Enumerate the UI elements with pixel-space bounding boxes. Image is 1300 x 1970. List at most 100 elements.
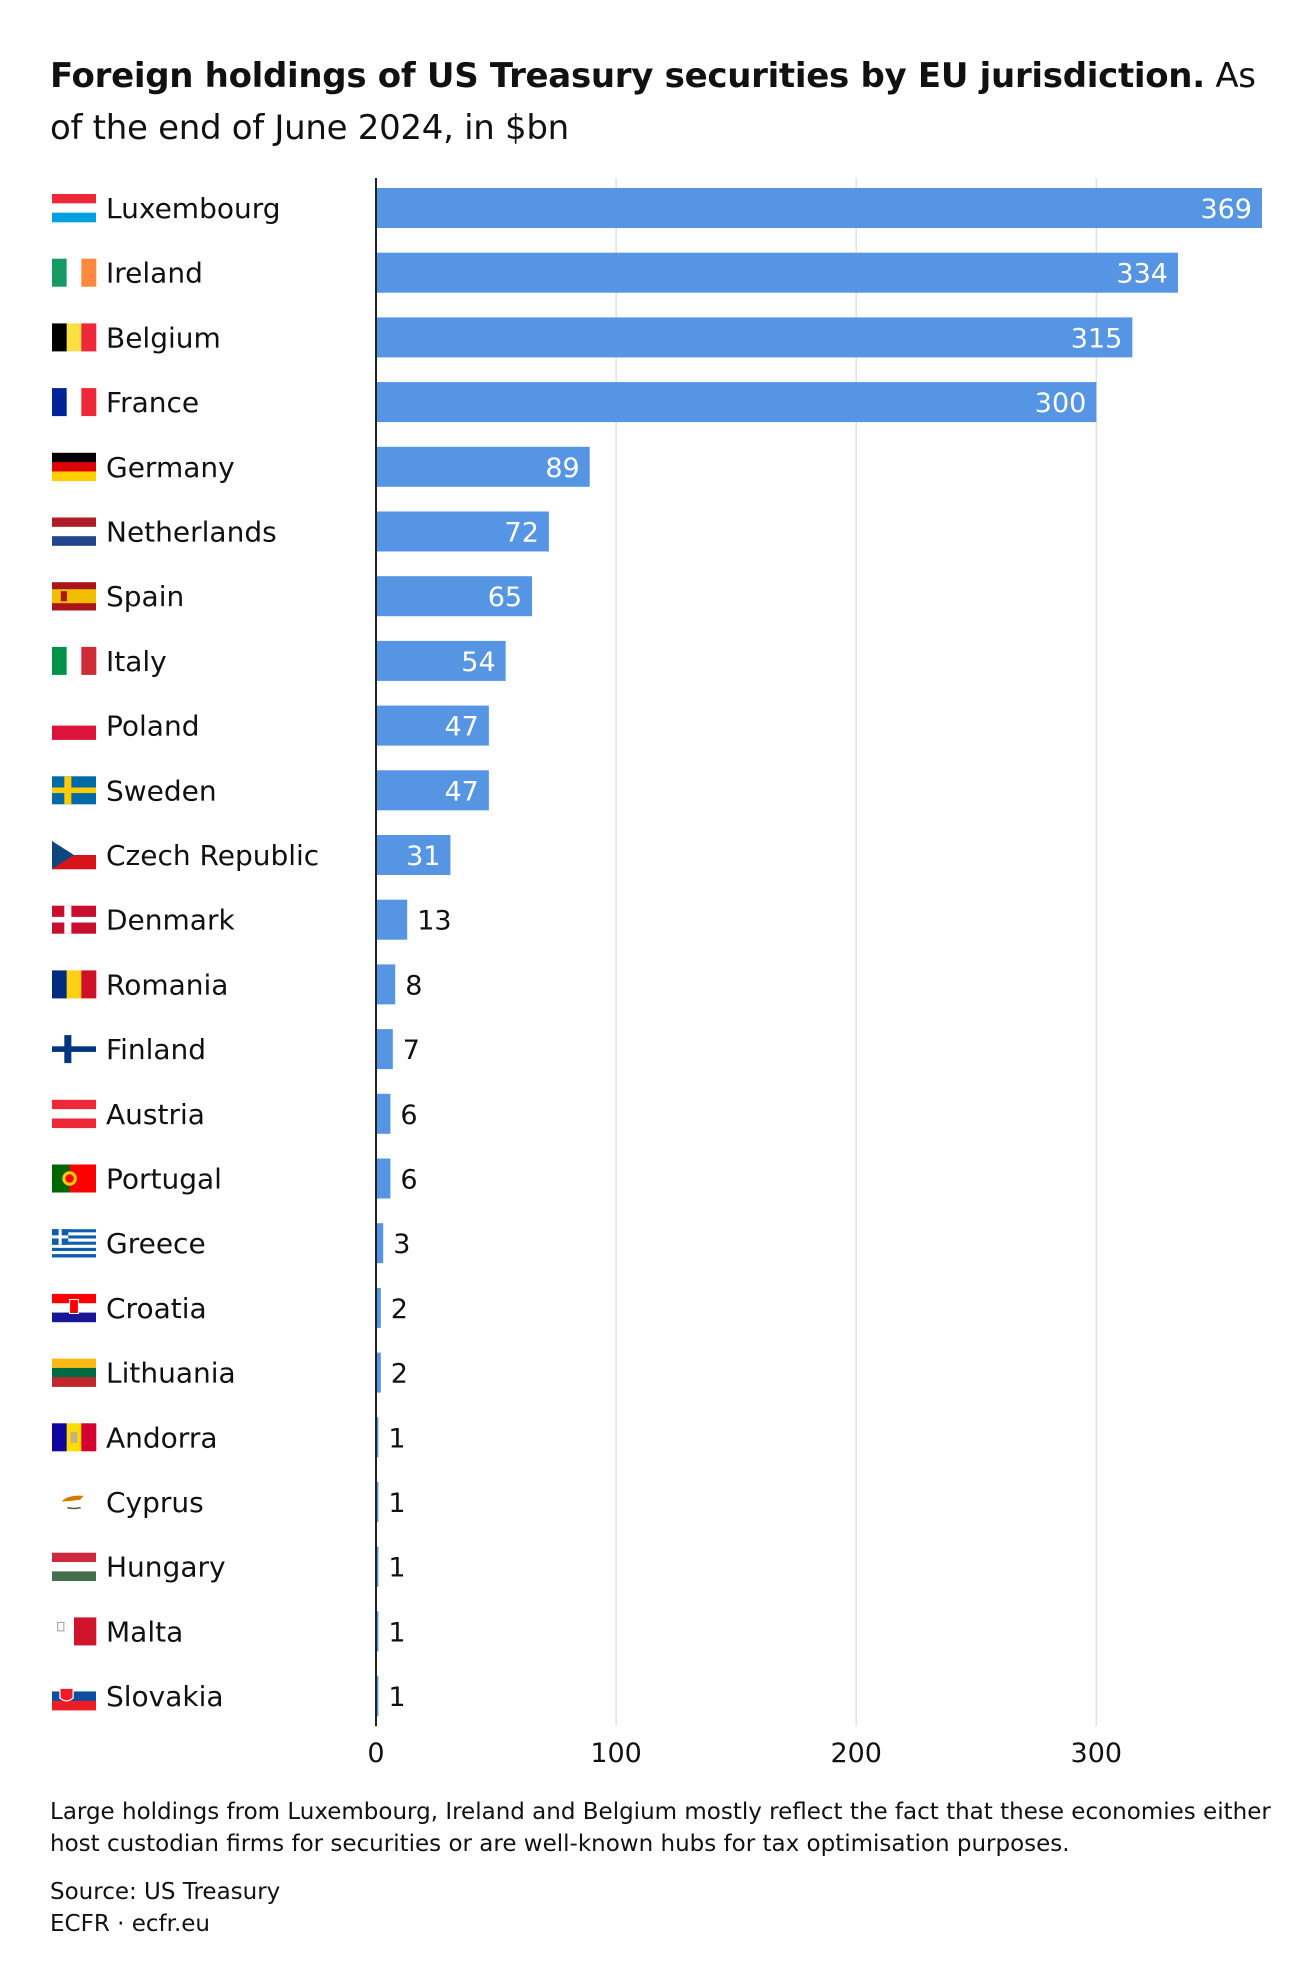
value-label: 3 [393, 1229, 410, 1260]
bar [376, 1029, 393, 1070]
chart-source: Source: US Treasury [50, 1879, 281, 1905]
category-label: Ireland [106, 257, 203, 290]
bar [376, 576, 533, 617]
category-label: Portugal [106, 1163, 222, 1196]
x-axis-ticks: 0 100 200 300 [367, 1738, 1122, 1769]
x-tick-label: 300 [1071, 1738, 1123, 1769]
category-label: Andorra [106, 1421, 218, 1454]
bar [376, 1223, 384, 1264]
bar [376, 1158, 391, 1199]
poland-flag-icon [52, 711, 96, 740]
category-label: Slovakia [106, 1680, 224, 1713]
chart-note: Large holdings from Luxembourg, Ireland … [50, 1799, 1271, 1857]
value-label: 1 [388, 1682, 405, 1713]
portugal-flag-icon [52, 1164, 96, 1193]
luxembourg-flag-icon [52, 194, 96, 223]
germany-flag-icon [52, 452, 96, 482]
lithuania-flag-icon [52, 1358, 96, 1387]
category-label: Greece [106, 1227, 206, 1260]
netherlands-flag-icon [52, 517, 96, 546]
value-label: 1 [388, 1423, 405, 1454]
value-label: 300 [1035, 388, 1087, 419]
bar [376, 1093, 391, 1134]
value-label: 1 [388, 1617, 405, 1648]
category-label: Croatia [106, 1292, 207, 1325]
bar [376, 1676, 379, 1717]
value-label: 8 [405, 970, 422, 1001]
bar [376, 770, 489, 811]
spain-flag-icon [52, 582, 96, 611]
denmark-flag-icon [52, 905, 96, 934]
category-label: Austria [106, 1098, 205, 1131]
bars [376, 188, 1262, 1717]
chart-credit: ECFR · ecfr.eu [50, 1911, 211, 1937]
chart-title-subtitle: As of the end of June 2024, in $bn [50, 56, 1256, 148]
value-label: 1 [388, 1488, 405, 1519]
value-label: 315 [1071, 323, 1123, 354]
chart-title: Foreign holdings of US Treasury securiti… [50, 50, 1270, 154]
bar [376, 1611, 379, 1652]
category-label: Poland [106, 710, 199, 743]
value-label: 7 [403, 1035, 420, 1066]
bar [376, 640, 506, 681]
category-label: Finland [106, 1033, 206, 1066]
bar [376, 1546, 379, 1587]
bar [376, 964, 396, 1005]
croatia-flag-icon [52, 1293, 96, 1323]
finland-flag-icon [52, 1035, 96, 1064]
malta-flag-icon [52, 1617, 97, 1646]
x-tick-label: 200 [830, 1738, 882, 1769]
value-label: 6 [400, 1165, 417, 1196]
gridlines [615, 178, 1098, 1727]
cyprus-flag-icon [52, 1488, 96, 1516]
value-label: 2 [391, 1359, 408, 1390]
category-label: Cyprus [106, 1486, 204, 1519]
bar [376, 1482, 379, 1522]
category-label: Spain [106, 580, 184, 613]
bar [376, 835, 451, 875]
value-label: 47 [444, 712, 478, 743]
category-label: Italy [106, 645, 167, 678]
belgium-flag-icon [52, 323, 97, 352]
andorra-flag-icon [52, 1423, 97, 1452]
x-tick-label: 100 [590, 1738, 642, 1769]
value-label: 47 [444, 776, 478, 807]
category-label: Malta [106, 1615, 183, 1648]
greece-flag-icon [52, 1229, 96, 1258]
category-label: Luxembourg [106, 192, 281, 225]
bar [376, 382, 1097, 423]
value-label: 1 [388, 1553, 405, 1584]
value-label: 72 [505, 518, 539, 549]
category-label: Romania [106, 968, 228, 1001]
x-tick-label: 0 [367, 1738, 384, 1769]
value-label: 65 [488, 582, 522, 613]
category-label: Netherlands [106, 516, 277, 549]
sweden-flag-icon [52, 776, 96, 805]
austria-flag-icon [52, 1099, 96, 1129]
bar [376, 1287, 381, 1328]
value-label: 54 [461, 647, 495, 678]
category-label: Denmark [106, 904, 235, 937]
category-label: Belgium [106, 321, 221, 354]
category-label: Czech Republic [106, 839, 319, 872]
bar [376, 188, 1262, 228]
bar-chart: Luxembourg Ireland Belgium France Germany Net… [52, 178, 1262, 1769]
value-label: 13 [417, 906, 451, 937]
romania-flag-icon [52, 970, 97, 999]
category-label: Germany [106, 451, 235, 484]
value-label: 89 [545, 453, 579, 484]
bar [376, 252, 1178, 293]
bar [376, 899, 408, 940]
bar [376, 511, 549, 552]
bar [376, 1352, 381, 1393]
bar [376, 1417, 379, 1458]
bar [376, 446, 590, 487]
value-labels: 369 334 315 300 89 72 65 54 47 47 31 13 8 7 6 6 3 2 2 1 1 1 1 1 [388, 194, 1252, 1713]
ireland-flag-icon [52, 258, 97, 287]
chart-title-bold: Foreign holdings of US Treasury securiti… [50, 56, 1205, 96]
slovakia-flag-icon [52, 1682, 96, 1711]
value-label: 2 [391, 1294, 408, 1325]
category-label: France [106, 386, 199, 419]
category-label: Hungary [106, 1551, 226, 1584]
flags [52, 194, 97, 1711]
